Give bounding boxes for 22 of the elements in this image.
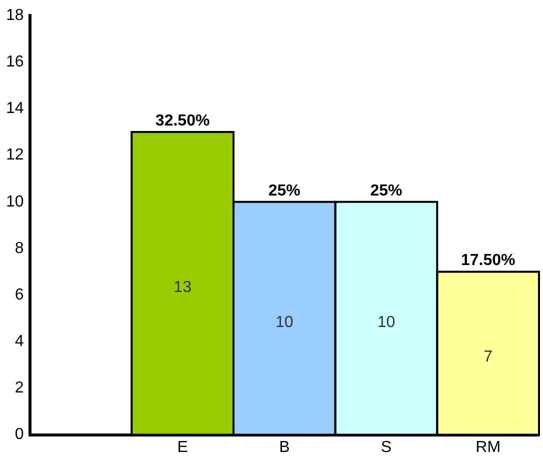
data-label: 13	[174, 278, 192, 296]
x-tick-label: B	[279, 438, 290, 456]
y-tick-label: 2	[14, 380, 24, 397]
y-tick-label: 10	[6, 193, 24, 210]
y-tick-label: 12	[6, 146, 24, 164]
annotation: 25%	[370, 182, 402, 200]
data-label: 10	[276, 314, 294, 331]
y-tick-label: 0	[14, 426, 24, 444]
y-tick-label: 4	[14, 333, 24, 350]
y-tick-label: 18	[6, 7, 24, 24]
annotation: 32.50%	[155, 112, 210, 130]
y-tick-label: 8	[14, 240, 24, 257]
data-label: 7	[484, 348, 493, 366]
x-tick-label: E	[177, 438, 188, 456]
data-label: 10	[377, 314, 396, 331]
x-tick-label: S	[380, 438, 392, 456]
y-tick-label: 16	[6, 54, 24, 71]
x-tick-label: RM	[476, 438, 501, 456]
y-tick-label: 6	[14, 286, 24, 304]
annotation: 25%	[268, 182, 300, 200]
y-tick-label: 14	[6, 100, 24, 118]
annotation: 17.50%	[460, 252, 516, 270]
